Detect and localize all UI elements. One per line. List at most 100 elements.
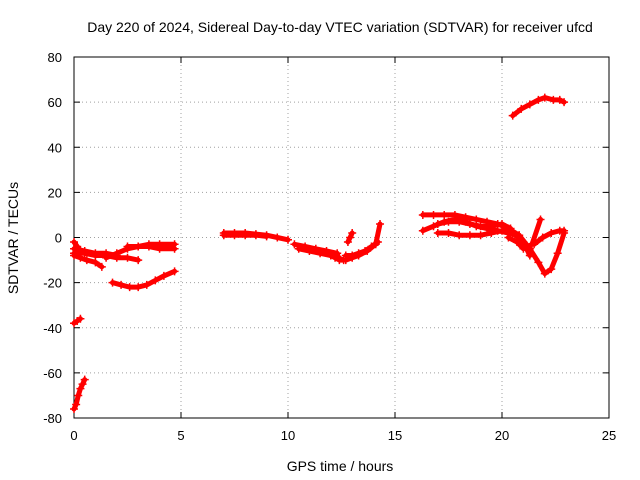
data-point: [343, 238, 352, 247]
data-point: [219, 231, 228, 240]
data-point: [555, 95, 564, 104]
data-point: [155, 244, 164, 253]
data-point: [487, 228, 496, 237]
data-point: [433, 228, 442, 237]
data-point: [376, 219, 385, 228]
data-point: [70, 238, 78, 247]
data-point: [363, 247, 372, 256]
data-point: [230, 231, 239, 240]
data-point: [444, 217, 453, 226]
data-point: [508, 228, 517, 237]
data-point: [487, 222, 496, 231]
data-point: [134, 256, 143, 265]
data-point: [465, 219, 474, 228]
data-point: [70, 404, 78, 413]
data-point: [440, 210, 449, 219]
x-tick-label: 10: [281, 428, 295, 443]
data-point: [534, 95, 543, 104]
data-point: [536, 215, 545, 224]
chart-title: Day 220 of 2024, Sidereal Day-to-day VTE…: [87, 19, 593, 35]
data-point: [134, 242, 143, 251]
data-point: [294, 244, 303, 253]
data-point: [144, 242, 153, 251]
y-tick-label: 40: [48, 140, 62, 155]
data-point: [316, 249, 325, 258]
data-point: [159, 271, 168, 280]
data-point: [560, 98, 569, 107]
data-point: [78, 380, 87, 389]
data-point: [170, 244, 179, 253]
data-point: [476, 222, 485, 231]
y-tick-label: -20: [43, 276, 62, 291]
y-tick-label: -60: [43, 366, 62, 381]
data-point: [429, 210, 438, 219]
x-tick-label: 20: [495, 428, 509, 443]
data-point: [76, 314, 85, 323]
data-point: [476, 231, 485, 240]
data-point: [512, 238, 521, 247]
data-point: [553, 249, 562, 258]
data-point: [540, 93, 549, 102]
data-point: [82, 256, 91, 265]
data-point: [80, 375, 89, 384]
data-point: [418, 210, 427, 219]
data-point: [123, 242, 132, 251]
data-point: [348, 253, 357, 262]
series-arc-20: [435, 228, 533, 258]
data-point: [498, 219, 506, 228]
data-point: [418, 226, 427, 235]
y-tick-label: 80: [48, 50, 62, 65]
data-point: [547, 228, 556, 237]
data-point: [455, 217, 464, 226]
data-point: [525, 251, 534, 260]
data-point: [290, 240, 299, 249]
y-tick-label: 20: [48, 185, 62, 200]
data-point: [504, 233, 513, 242]
data-point: [117, 280, 126, 289]
data-point: [241, 231, 250, 240]
data-point: [108, 278, 117, 287]
data-point: [519, 244, 528, 253]
data-point: [326, 251, 335, 260]
data-point: [170, 267, 179, 276]
data-point: [125, 283, 134, 292]
data-point: [506, 224, 515, 233]
data-point: [91, 258, 100, 267]
data-point: [472, 215, 481, 224]
data-point: [262, 232, 271, 241]
data-point: [74, 391, 83, 400]
data-point: [465, 231, 474, 240]
y-tick-label: -40: [43, 321, 62, 336]
data-point: [273, 233, 282, 242]
data-point: [525, 100, 534, 109]
data-point: [91, 249, 100, 258]
data-point: [508, 111, 517, 120]
y-tick-label: -80: [43, 411, 62, 426]
data-point: [429, 222, 438, 231]
data-point: [76, 247, 85, 256]
data-point: [433, 219, 442, 228]
x-tick-label: 15: [388, 428, 402, 443]
x-tick-label: 25: [602, 428, 616, 443]
data-point: [530, 240, 539, 249]
data-point: [540, 269, 549, 278]
data-point: [534, 258, 543, 267]
data-point: [305, 247, 314, 256]
data-point: [547, 265, 556, 274]
data-series: [70, 93, 569, 413]
data-point: [123, 253, 132, 262]
data-point: [134, 283, 143, 292]
data-point: [538, 233, 547, 242]
data-point: [102, 253, 111, 262]
y-axis-label: SDTVAR / TECUs: [5, 182, 21, 294]
data-point: [444, 228, 453, 237]
data-point: [112, 249, 121, 258]
data-point: [346, 233, 355, 242]
data-point: [72, 400, 81, 409]
grid-lines: [74, 57, 609, 418]
axis-ticks: 0 5 10 15 20 25 -80 -60 -40 -20 0 20 40 60 80: [43, 50, 616, 443]
data-point: [341, 256, 350, 265]
y-tick-label: 60: [48, 95, 62, 110]
x-tick-label: 5: [177, 428, 184, 443]
